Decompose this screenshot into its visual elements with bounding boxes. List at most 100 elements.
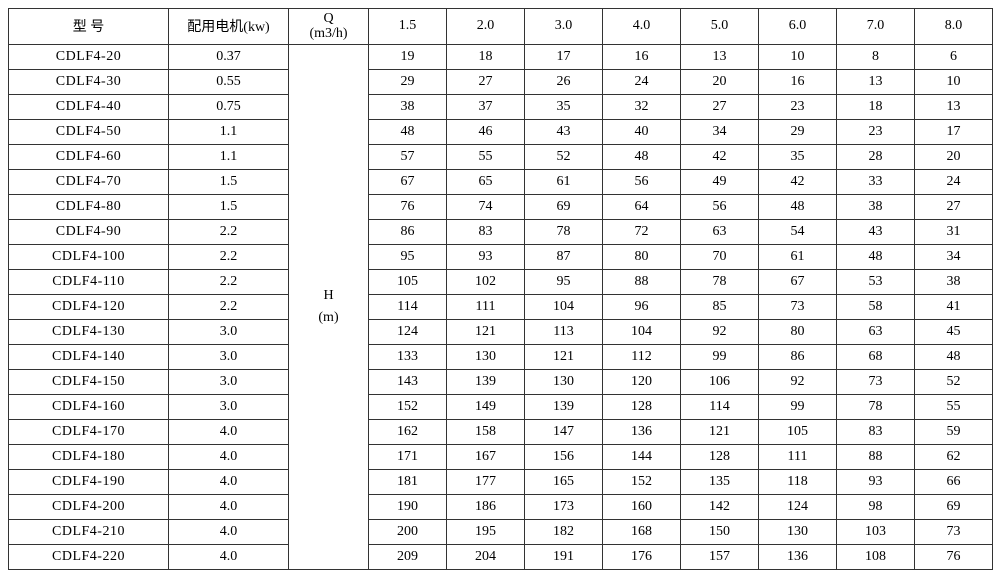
table-row: CDLF4-400.753837353227231813 [9,94,993,119]
table-row: CDLF4-1102.2105102958878675338 [9,269,993,294]
cell-value: 130 [759,519,837,544]
cell-value: 64 [603,194,681,219]
cell-value: 67 [759,269,837,294]
cell-value: 48 [915,344,993,369]
cell-value: 160 [603,494,681,519]
cell-value: 37 [447,94,525,119]
cell-value: 10 [759,44,837,69]
cell-value: 136 [603,419,681,444]
cell-model: CDLF4-140 [9,344,169,369]
cell-value: 63 [837,319,915,344]
cell-motor: 0.75 [169,94,289,119]
header-q-top: Q [289,11,368,26]
cell-value: 204 [447,544,525,569]
cell-value: 74 [447,194,525,219]
cell-value: 16 [603,44,681,69]
cell-value: 83 [447,219,525,244]
header-motor: 配用电机(kw) [169,9,289,45]
cell-motor: 1.5 [169,194,289,219]
cell-value: 63 [681,219,759,244]
header-flow-6: 7.0 [837,9,915,45]
cell-value: 48 [603,144,681,169]
cell-value: 19 [369,44,447,69]
cell-model: CDLF4-180 [9,444,169,469]
cell-value: 78 [837,394,915,419]
pump-spec-table: 型 号 配用电机(kw) Q (m3/h) 1.5 2.0 3.0 4.0 5.… [8,8,993,570]
cell-value: 20 [915,144,993,169]
cell-model: CDLF4-150 [9,369,169,394]
cell-value: 136 [759,544,837,569]
cell-motor: 4.0 [169,519,289,544]
table-row: CDLF4-1202.21141111049685735841 [9,294,993,319]
cell-value: 43 [837,219,915,244]
cell-value: 130 [525,369,603,394]
table-row: CDLF4-2204.020920419117615713610876 [9,544,993,569]
header-flow-2: 3.0 [525,9,603,45]
cell-value: 54 [759,219,837,244]
cell-value: 143 [369,369,447,394]
cell-value: 88 [603,269,681,294]
cell-value: 41 [915,294,993,319]
cell-value: 24 [915,169,993,194]
cell-value: 70 [681,244,759,269]
cell-model: CDLF4-120 [9,294,169,319]
cell-model: CDLF4-110 [9,269,169,294]
cell-value: 182 [525,519,603,544]
cell-motor: 2.2 [169,219,289,244]
header-model: 型 号 [9,9,169,45]
cell-value: 121 [681,419,759,444]
table-row: CDLF4-501.14846434034292317 [9,119,993,144]
cell-value: 152 [369,394,447,419]
cell-model: CDLF4-40 [9,94,169,119]
cell-value: 13 [915,94,993,119]
cell-value: 40 [603,119,681,144]
cell-value: 73 [915,519,993,544]
cell-value: 52 [525,144,603,169]
cell-value: 150 [681,519,759,544]
cell-value: 45 [915,319,993,344]
cell-value: 68 [837,344,915,369]
cell-value: 48 [369,119,447,144]
cell-motor: 4.0 [169,494,289,519]
cell-value: 106 [681,369,759,394]
cell-value: 78 [525,219,603,244]
cell-value: 73 [759,294,837,319]
cell-value: 17 [525,44,603,69]
cell-value: 147 [525,419,603,444]
cell-value: 135 [681,469,759,494]
cell-value: 104 [603,319,681,344]
cell-value: 20 [681,69,759,94]
cell-value: 83 [837,419,915,444]
cell-value: 124 [369,319,447,344]
cell-value: 158 [447,419,525,444]
cell-value: 88 [837,444,915,469]
table-row: CDLF4-2004.01901861731601421249869 [9,494,993,519]
h-label-bot: (m) [289,310,368,326]
cell-value: 56 [603,169,681,194]
cell-value: 104 [525,294,603,319]
cell-value: 26 [525,69,603,94]
cell-model: CDLF4-80 [9,194,169,219]
cell-value: 31 [915,219,993,244]
cell-value: 48 [837,244,915,269]
cell-value: 24 [603,69,681,94]
cell-value: 171 [369,444,447,469]
cell-value: 61 [759,244,837,269]
cell-value: 61 [525,169,603,194]
cell-motor: 4.0 [169,469,289,494]
cell-value: 34 [681,119,759,144]
table-row: CDLF4-1503.0143139130120106927352 [9,369,993,394]
cell-model: CDLF4-200 [9,494,169,519]
cell-value: 156 [525,444,603,469]
cell-value: 18 [837,94,915,119]
table-row: CDLF4-1804.01711671561441281118862 [9,444,993,469]
cell-value: 114 [369,294,447,319]
cell-value: 32 [603,94,681,119]
cell-model: CDLF4-160 [9,394,169,419]
cell-value: 200 [369,519,447,544]
cell-model: CDLF4-220 [9,544,169,569]
cell-model: CDLF4-210 [9,519,169,544]
cell-value: 102 [447,269,525,294]
cell-motor: 4.0 [169,419,289,444]
cell-value: 165 [525,469,603,494]
